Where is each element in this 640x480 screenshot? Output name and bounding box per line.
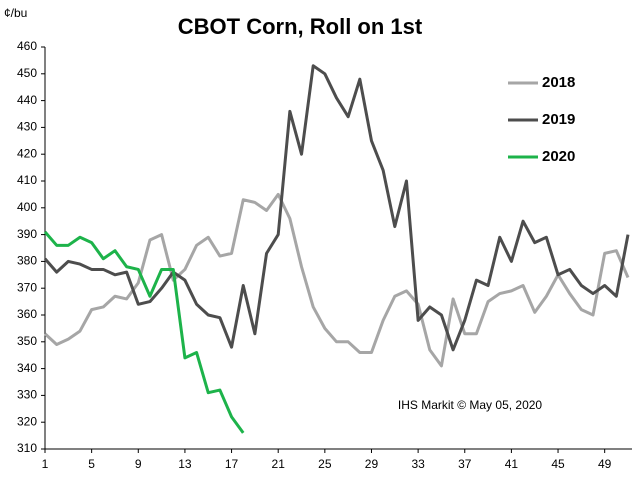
x-tick-label: 29 <box>365 457 379 471</box>
x-tick-label: 41 <box>505 457 519 471</box>
series-line <box>43 192 630 368</box>
y-tick-label: 410 <box>17 173 37 187</box>
x-tick-label: 9 <box>135 457 142 471</box>
y-tick-label: 340 <box>17 361 37 375</box>
y-tick-label: 320 <box>17 414 37 428</box>
annotation: IHS Markit © May 05, 2020 <box>398 398 543 412</box>
y-tick-label: 310 <box>17 441 37 455</box>
y-tick-label: 370 <box>17 280 37 294</box>
y-tick-label: 400 <box>17 200 37 214</box>
x-tick-label: 21 <box>272 457 286 471</box>
x-tick-label: 17 <box>225 457 239 471</box>
x-tick-label: 13 <box>178 457 192 471</box>
y-tick-label: 420 <box>17 146 37 160</box>
y-tick-label: 350 <box>17 334 37 348</box>
legend-label: 2020 <box>542 148 575 165</box>
x-tick-label: 33 <box>411 457 425 471</box>
x-tick-label: 25 <box>318 457 332 471</box>
y-tick-label: 430 <box>17 120 37 134</box>
x-tick-label: 49 <box>598 457 612 471</box>
legend-label: 2019 <box>542 111 575 128</box>
y-tick-label: 390 <box>17 227 37 241</box>
y-tick-label: 330 <box>17 388 37 402</box>
y-tick-label: 360 <box>17 307 37 321</box>
y-tick-label: 380 <box>17 254 37 268</box>
y-axis-label: ¢/bu <box>4 6 27 20</box>
y-tick-label: 460 <box>17 39 37 53</box>
x-tick-label: 5 <box>88 457 95 471</box>
x-tick-label: 37 <box>458 457 472 471</box>
series-line <box>43 64 630 352</box>
y-tick-label: 440 <box>17 93 37 107</box>
x-tick-label: 45 <box>551 457 565 471</box>
chart-title: CBOT Corn, Roll on 1st <box>178 14 423 39</box>
legend-label: 2018 <box>542 74 575 91</box>
x-tick-label: 1 <box>42 457 49 471</box>
y-tick-label: 450 <box>17 66 37 80</box>
series-line <box>43 230 245 434</box>
